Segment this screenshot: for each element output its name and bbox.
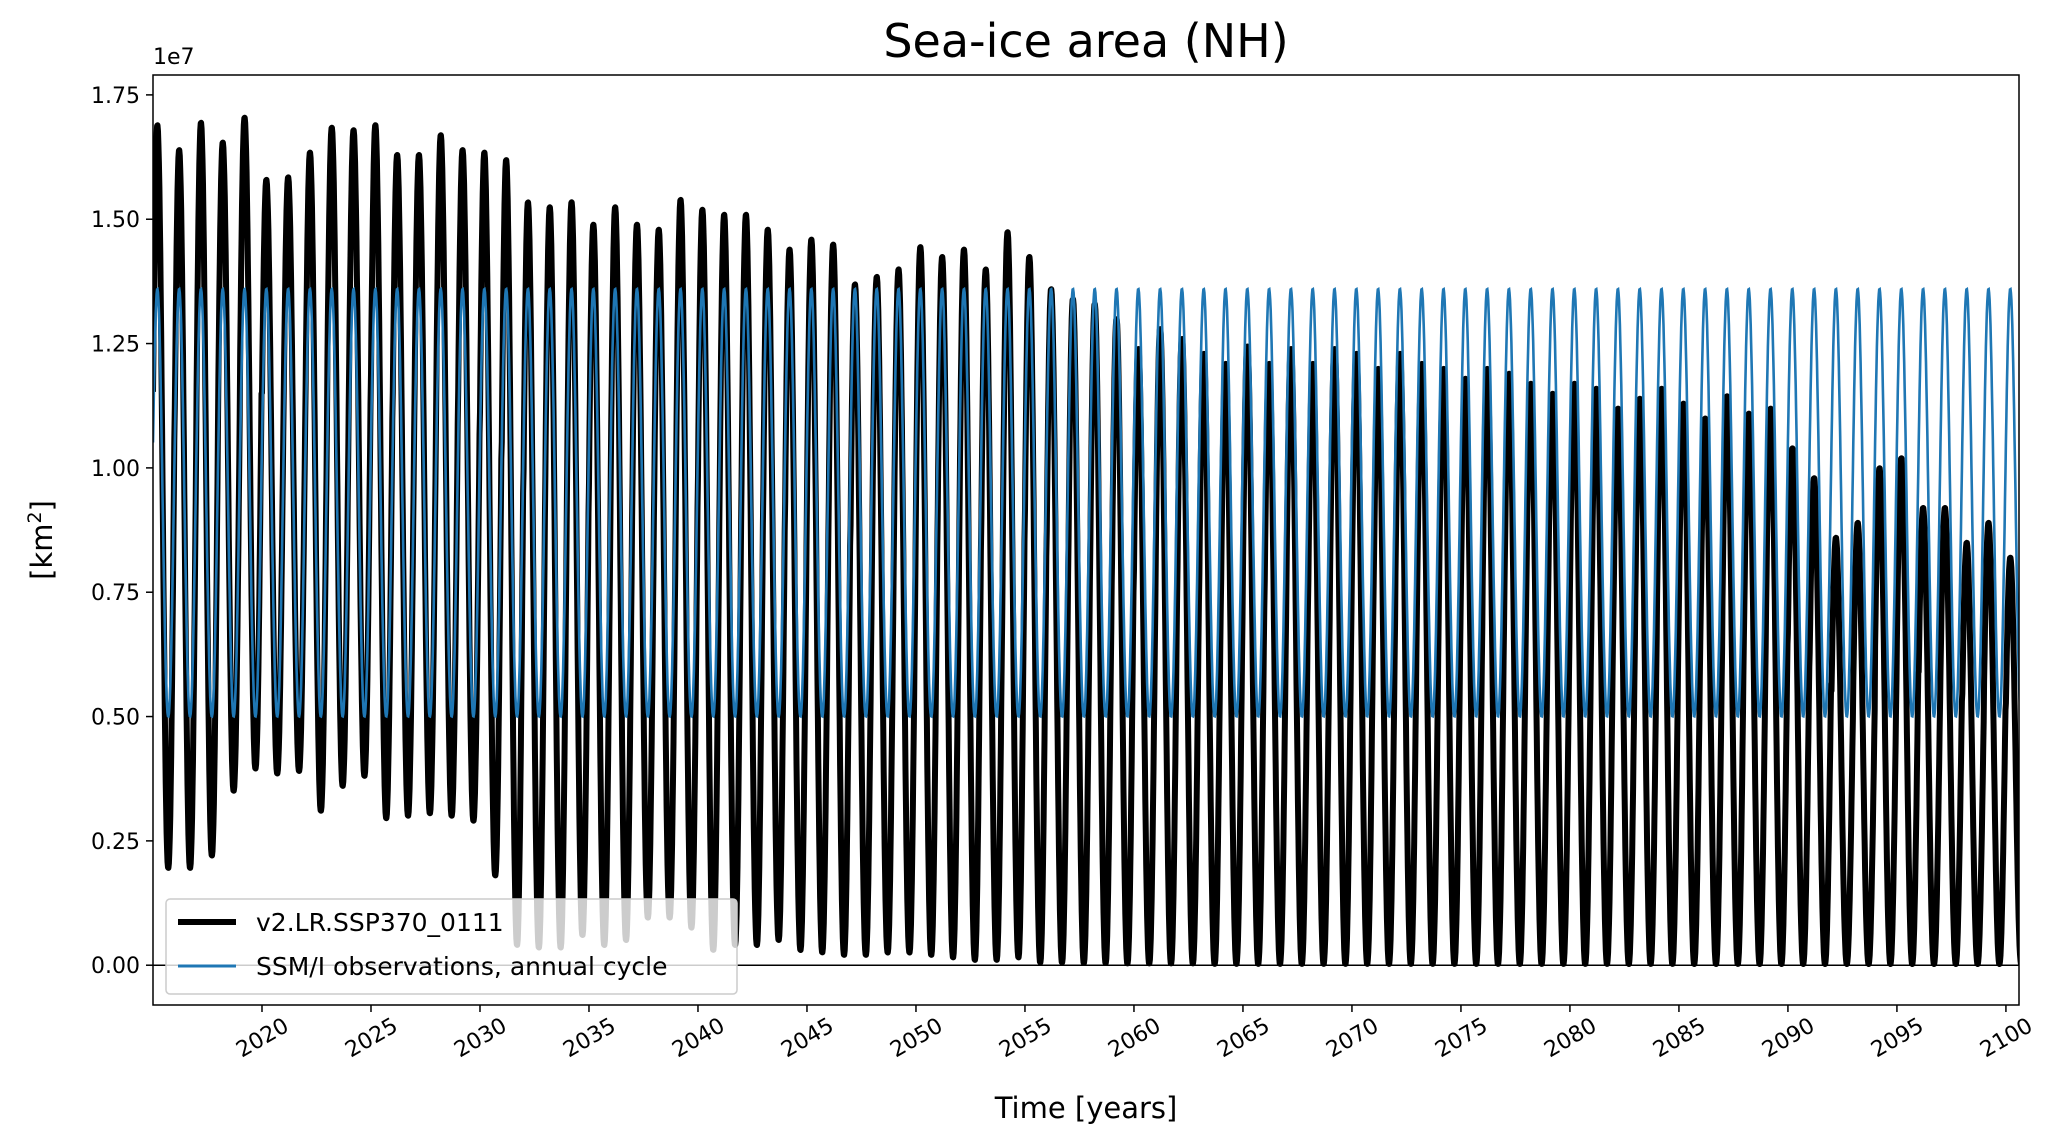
y-tick-label: 1.50 bbox=[91, 208, 140, 233]
y-axis-label-end: ] bbox=[25, 500, 59, 511]
legend-label-observations: SSM/I observations, annual cycle bbox=[256, 952, 668, 981]
y-tick-label: 0.25 bbox=[91, 830, 140, 855]
y-tick-label: 1.75 bbox=[91, 84, 140, 109]
axes-frame bbox=[152, 74, 2020, 1006]
y-tick-label: 1.00 bbox=[91, 457, 140, 482]
x-axis-label: Time [years] bbox=[994, 1091, 1178, 1125]
y-axis-label-sup: 2 bbox=[24, 511, 46, 523]
y-tick-label: 1.25 bbox=[91, 333, 140, 358]
y-tick-label: 0.75 bbox=[91, 581, 140, 606]
legend-box bbox=[165, 898, 738, 995]
legend: v2.LR.SSP370_0111 SSM/I observations, an… bbox=[165, 898, 738, 995]
y-offset-label: 1e7 bbox=[153, 45, 195, 70]
y-axis-label-base: [km bbox=[25, 524, 59, 580]
plot-area bbox=[152, 74, 2020, 1006]
series-line-observations bbox=[153, 286, 2019, 719]
y-tick-label: 0.50 bbox=[91, 706, 140, 731]
y-tick-label: 0.00 bbox=[91, 954, 140, 979]
legend-label-model: v2.LR.SSP370_0111 bbox=[256, 908, 504, 937]
y-axis-label: [km2] bbox=[24, 500, 59, 580]
chart-title: Sea-ice area (NH) bbox=[883, 14, 1288, 68]
y-axis: 0.00 0.25 0.50 0.75 1.00 1.25 1.50 1.75 bbox=[91, 84, 153, 979]
